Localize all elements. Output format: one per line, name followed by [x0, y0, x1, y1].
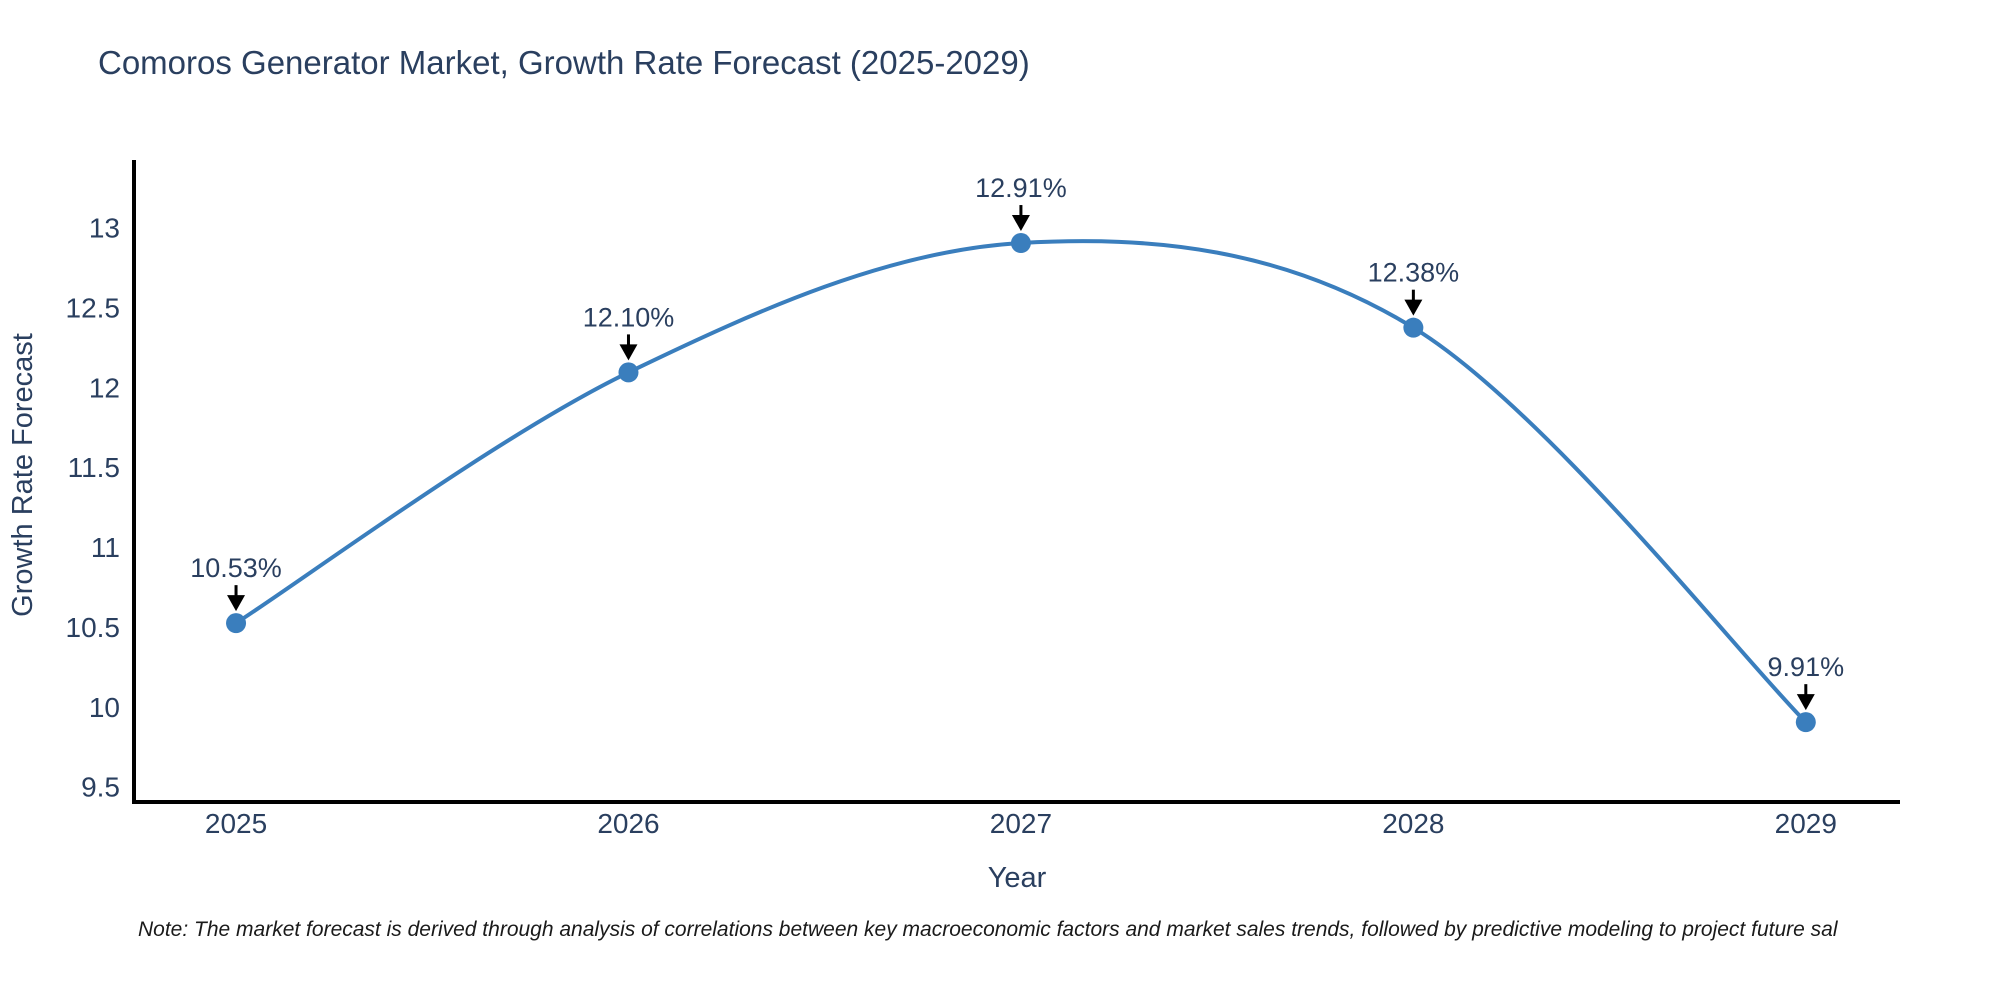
- y-tick-label: 9.5: [81, 772, 120, 803]
- annotation-arrow-head: [227, 595, 246, 612]
- x-tick-label: 2028: [1382, 808, 1444, 839]
- y-tick-label: 12.5: [66, 293, 121, 324]
- data-point-marker: [1403, 317, 1424, 338]
- y-tick-label: 13: [89, 213, 120, 244]
- data-point-label: 10.53%: [190, 553, 282, 583]
- data-point-label: 12.91%: [975, 173, 1067, 203]
- y-tick-label: 10: [89, 692, 120, 723]
- annotation-arrow-head: [1011, 215, 1030, 232]
- data-point-marker: [618, 362, 639, 383]
- data-point-label: 9.91%: [1768, 652, 1845, 682]
- y-tick-label: 12: [89, 372, 120, 403]
- y-axis-title: Growth Rate Forecast: [7, 333, 39, 617]
- plot-area: 9.5 10 10.5 11 11.5 12 12.5 13 2025 2026 2027 2028 2…: [66, 160, 1900, 839]
- y-tick-label: 11.5: [68, 452, 120, 483]
- data-point-label: 12.38%: [1368, 258, 1460, 288]
- chart-title: Comoros Generator Market, Growth Rate Fo…: [98, 44, 1030, 81]
- x-tick-label: 2027: [990, 808, 1052, 839]
- annotation-arrow-head: [1796, 694, 1815, 711]
- data-point-marker: [226, 613, 247, 634]
- data-point-marker: [1795, 712, 1816, 733]
- annotation-arrow-head: [1404, 299, 1423, 316]
- y-tick-label: 10.5: [66, 612, 121, 643]
- x-tick-label: 2029: [1775, 808, 1837, 839]
- data-point-marker: [1010, 233, 1031, 254]
- y-tick-label: 11: [91, 532, 120, 563]
- x-axis-title: Year: [988, 862, 1047, 894]
- forecast-line: [234, 239, 1808, 725]
- x-tick-label: 2026: [597, 808, 659, 839]
- x-tick-label: 2025: [205, 808, 267, 839]
- annotation-arrow-head: [619, 344, 638, 361]
- footnote: Note: The market forecast is derived thr…: [138, 918, 1838, 941]
- data-point-label: 12.10%: [583, 302, 675, 332]
